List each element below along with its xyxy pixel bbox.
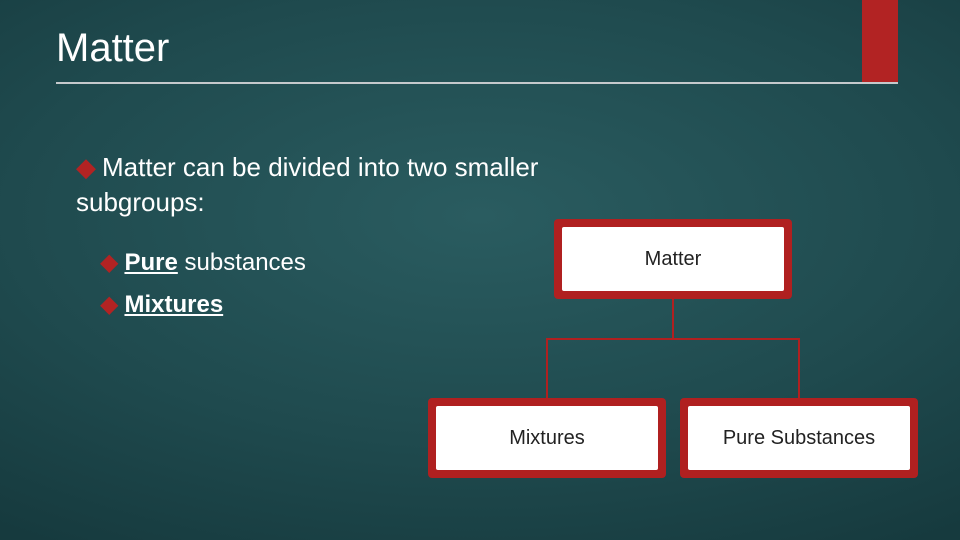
slide-content: Matter ◆Matter can be divided into two s… <box>0 0 960 540</box>
bullet-sub-1: ◆Pure substances <box>100 248 306 277</box>
diamond-icon: ◆ <box>100 249 118 276</box>
bullet-sub-1-rest: substances <box>178 249 306 276</box>
diamond-icon: ◆ <box>76 152 96 182</box>
tree-node-label: Pure Substances <box>688 406 910 470</box>
bullet-sub-2-underline: Mixtures <box>124 291 223 318</box>
bullet-sub-2: ◆Mixtures <box>100 290 223 319</box>
bullet-sub-1-underline: Pure <box>124 249 177 276</box>
tree-connector <box>546 338 548 398</box>
tree-node-root: Matter <box>554 219 792 299</box>
tree-node-right: Pure Substances <box>680 398 918 478</box>
slide-title: Matter <box>56 26 169 71</box>
diamond-icon: ◆ <box>100 291 118 318</box>
tree-node-label: Matter <box>562 227 784 291</box>
tree-node-label: Mixtures <box>436 406 658 470</box>
bullet-main: ◆Matter can be divided into two smaller … <box>76 150 636 220</box>
tree-connector <box>798 338 800 398</box>
tree-node-left: Mixtures <box>428 398 666 478</box>
tree-connector <box>672 299 674 339</box>
accent-bar <box>862 0 898 82</box>
accent-line <box>56 82 898 84</box>
bullet-main-prefix: Matter <box>102 152 176 182</box>
tree-connector <box>547 338 800 340</box>
